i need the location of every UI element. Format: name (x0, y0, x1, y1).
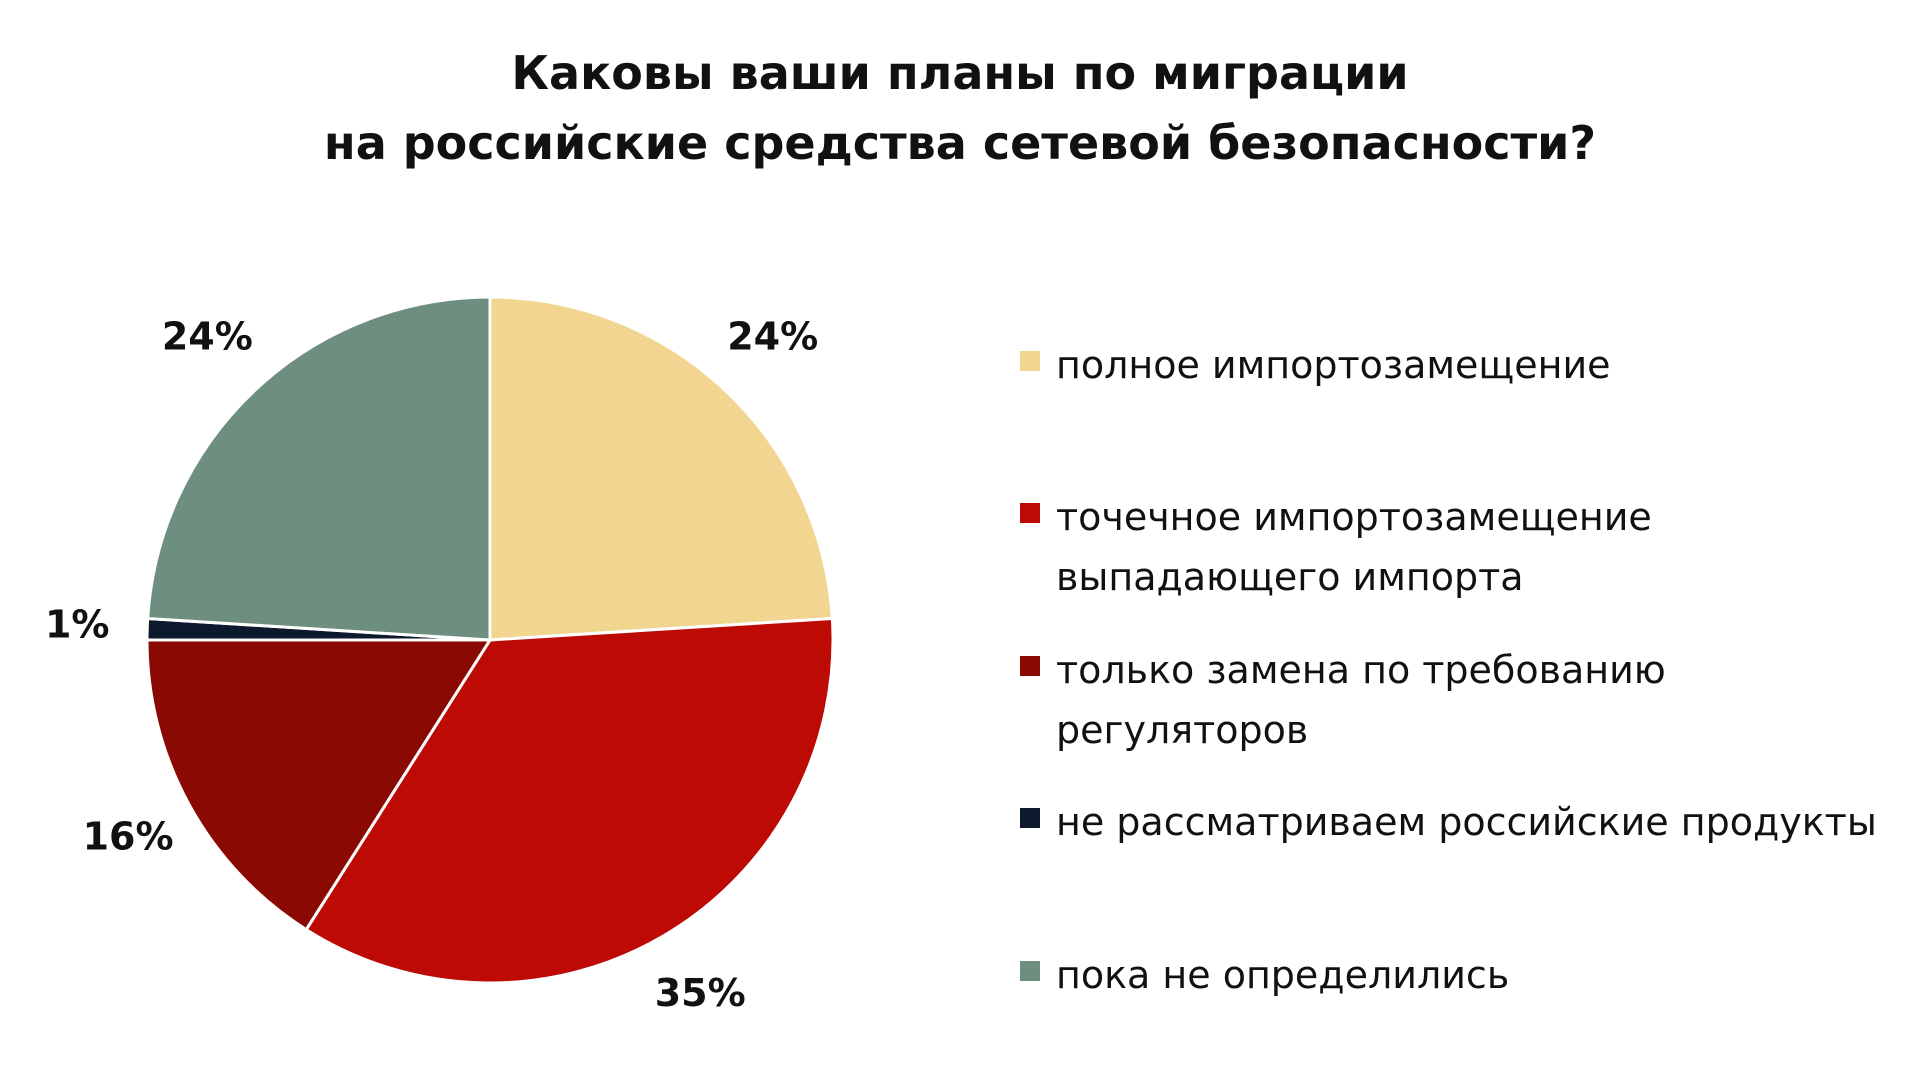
chart-title: Каковы ваши планы по миграции на российс… (0, 38, 1920, 178)
slice-targeted-replacement (304, 616, 835, 985)
legend-label-undecided: пока не определились (1056, 953, 1510, 997)
legend-item-targeted-replacement: точечное импортозамещение выпадающего им… (1020, 487, 1652, 607)
legend-label-targeted-replacement: точечное импортозамещение выпадающего им… (1056, 495, 1652, 599)
slice-targeted-replacement-value-label: 35% (655, 971, 746, 1015)
chart-legend: полное импортозамещение точечное импорто… (1020, 0, 1920, 1080)
slice-regulator-replacement-value-label: 16% (83, 815, 174, 859)
legend-swatch-targeted-replacement (1020, 503, 1040, 523)
slice-undecided-value-label: 24% (162, 314, 253, 358)
legend-label-regulator-replacement: только замена по требованию регуляторов (1056, 648, 1666, 752)
legend-item-no-russian-products: не рассматриваем российские продукты (1020, 792, 1877, 852)
slice-full-replacement (488, 295, 834, 642)
slice-regulator-replacement (145, 638, 492, 932)
chart-title-line-2: на российские средства сетевой безопасно… (323, 116, 1597, 170)
chart-title-line-1: Каковы ваши планы по миграции (511, 46, 1409, 100)
slice-full-replacement-value-label: 24% (727, 314, 818, 358)
legend-swatch-undecided (1020, 961, 1040, 981)
legend-item-full-replacement: полное импортозамещение (1020, 335, 1611, 395)
pie-value-labels: 24% 35% 16% 1% 24% (45, 314, 818, 1015)
slice-undecided (146, 295, 492, 642)
slice-no-russian-products-value-label: 1% (45, 603, 110, 647)
legend-swatch-regulator-replacement (1020, 656, 1040, 676)
legend-label-full-replacement: полное импортозамещение (1056, 343, 1611, 387)
legend-swatch-full-replacement (1020, 351, 1040, 371)
legend-item-undecided: пока не определились (1020, 945, 1509, 1005)
legend-label-no-russian-products: не рассматриваем российские продукты (1056, 800, 1877, 844)
legend-swatch-no-russian-products (1020, 808, 1040, 828)
pie-slices (145, 295, 835, 985)
legend-item-regulator-replacement: только замена по требованию регуляторов (1020, 640, 1920, 760)
